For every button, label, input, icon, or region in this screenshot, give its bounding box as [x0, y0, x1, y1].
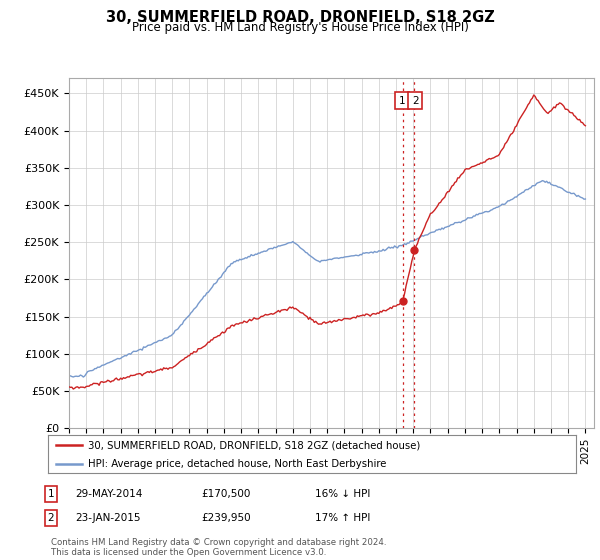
Text: £170,500: £170,500: [201, 489, 250, 499]
Text: HPI: Average price, detached house, North East Derbyshire: HPI: Average price, detached house, Nort…: [88, 459, 386, 469]
Text: £239,950: £239,950: [201, 513, 251, 523]
Text: 16% ↓ HPI: 16% ↓ HPI: [315, 489, 370, 499]
Text: 2: 2: [47, 513, 55, 523]
Text: Contains HM Land Registry data © Crown copyright and database right 2024.
This d: Contains HM Land Registry data © Crown c…: [51, 538, 386, 557]
Text: 23-JAN-2015: 23-JAN-2015: [75, 513, 140, 523]
Text: 17% ↑ HPI: 17% ↑ HPI: [315, 513, 370, 523]
Text: 30, SUMMERFIELD ROAD, DRONFIELD, S18 2GZ (detached house): 30, SUMMERFIELD ROAD, DRONFIELD, S18 2GZ…: [88, 440, 420, 450]
Text: 30, SUMMERFIELD ROAD, DRONFIELD, S18 2GZ: 30, SUMMERFIELD ROAD, DRONFIELD, S18 2GZ: [106, 10, 494, 25]
Text: Price paid vs. HM Land Registry's House Price Index (HPI): Price paid vs. HM Land Registry's House …: [131, 21, 469, 34]
Text: 2: 2: [412, 96, 418, 106]
Text: 1: 1: [47, 489, 55, 499]
Text: 29-MAY-2014: 29-MAY-2014: [75, 489, 142, 499]
Text: 1: 1: [398, 96, 405, 106]
